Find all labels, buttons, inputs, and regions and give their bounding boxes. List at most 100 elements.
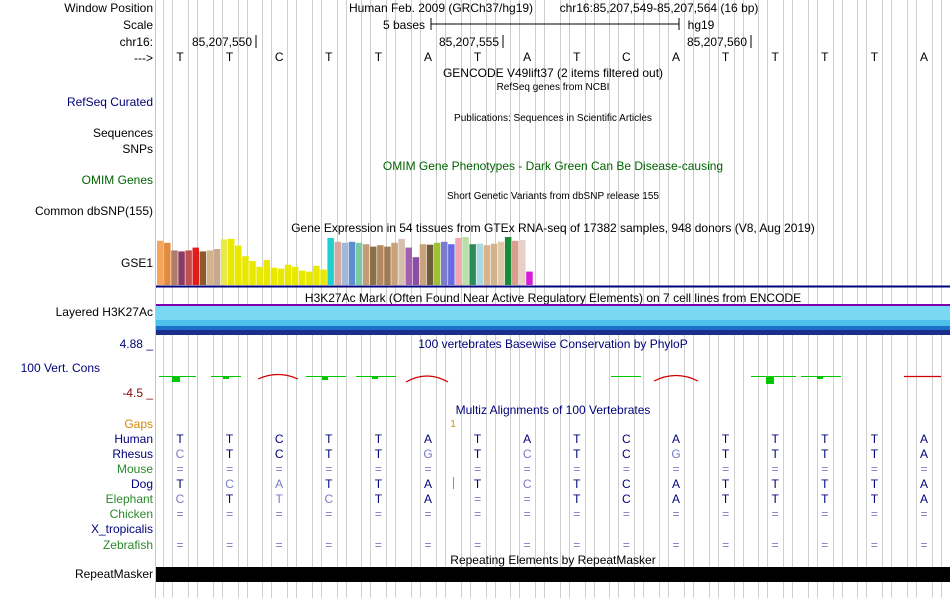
- gtex-tissue-bar[interactable]: [235, 245, 242, 285]
- omim-track-label[interactable]: OMIM Genes: [81, 173, 153, 187]
- gtex-tissue-bar[interactable]: [313, 265, 320, 285]
- gtex-tissue-bar[interactable]: [426, 244, 434, 285]
- mouse-base: =: [870, 462, 878, 476]
- gtex-tissue-bar[interactable]: [370, 246, 377, 285]
- grid-line: [411, 0, 412, 598]
- gtex-tissue-bar[interactable]: [256, 266, 263, 285]
- gtex-tissue-bar[interactable]: [433, 242, 441, 285]
- gtex-tissue-bar[interactable]: [526, 271, 533, 285]
- gtex-tissue-bar[interactable]: [206, 250, 214, 285]
- gtex-tissue-bar[interactable]: [220, 239, 228, 285]
- zebrafish-base: =: [325, 538, 333, 552]
- refseq-track-title[interactable]: RefSeq genes from NCBI: [496, 82, 610, 93]
- gtex-tissue-bar[interactable]: [164, 242, 171, 285]
- scale-text: 5 bases: [382, 18, 426, 32]
- gtex-tissue-bar[interactable]: [469, 244, 476, 285]
- gtex-tissue-bar[interactable]: [384, 246, 391, 285]
- gtex-tissue-bar[interactable]: [178, 251, 185, 285]
- gtex-tissue-bar[interactable]: [504, 237, 512, 285]
- zebrafish-base: =: [821, 538, 829, 552]
- gtex-tissue-bar[interactable]: [455, 238, 462, 285]
- reference-base: T: [721, 50, 730, 64]
- rhesus-base: C: [175, 447, 185, 461]
- gtex-tissue-bar[interactable]: [171, 250, 178, 285]
- h3k27ac-track-label[interactable]: Layered H3K27Ac: [55, 305, 153, 319]
- gencode-track-title[interactable]: GENCODE V49lift37 (2 items filtered out): [442, 66, 664, 80]
- species-zebrafish-label: Zebrafish: [102, 538, 153, 552]
- gtex-tissue-bar[interactable]: [199, 251, 207, 285]
- gtex-tissue-bar[interactable]: [242, 256, 249, 285]
- zebrafish-base: =: [424, 538, 432, 552]
- gtex-tissue-bar[interactable]: [213, 249, 221, 285]
- dbsnp-track-label[interactable]: Common dbSNP(155): [34, 204, 153, 218]
- gtex-tissue-bar[interactable]: [355, 242, 363, 285]
- gtex-track-title[interactable]: Gene Expression in 54 tissues from GTEx …: [291, 221, 815, 235]
- grid-line: [163, 0, 164, 598]
- gtex-tissue-bar[interactable]: [334, 241, 342, 285]
- repeatmasker-track-title[interactable]: Repeating Elements by RepeatMasker: [450, 553, 656, 567]
- h3k27ac-signal-bands[interactable]: [156, 304, 950, 335]
- gtex-tissue-bar[interactable]: [398, 238, 405, 285]
- gtex-tissue-bar[interactable]: [249, 261, 256, 285]
- grid-line: [221, 0, 223, 598]
- gtex-tissue-bar[interactable]: [448, 244, 455, 285]
- rhesus-base: T: [573, 447, 581, 461]
- gtex-tissue-bar[interactable]: [306, 271, 313, 285]
- gtex-tissue-bar[interactable]: [299, 270, 306, 285]
- repeatmasker-element-bar[interactable]: [156, 567, 950, 582]
- gtex-tissue-bar[interactable]: [348, 241, 356, 285]
- dog-base: A: [671, 477, 681, 491]
- gtex-tissue-bar[interactable]: [284, 264, 292, 285]
- gtex-tissue-bar[interactable]: [519, 239, 526, 285]
- sequences-track-label[interactable]: Sequences: [92, 126, 153, 140]
- gtex-tissue-bar[interactable]: [512, 240, 519, 285]
- conservation-track-label[interactable]: 100 Vert. Cons: [20, 361, 100, 375]
- phylop-conservation-plot[interactable]: [156, 352, 950, 392]
- omim-track-title[interactable]: OMIM Gene Phenotypes - Dark Green Can Be…: [382, 159, 724, 173]
- gtex-tissue-bar[interactable]: [263, 260, 271, 285]
- gtex-tissue-bar[interactable]: [157, 240, 164, 285]
- gtex-tissue-bar[interactable]: [462, 237, 469, 285]
- gtex-tissue-bar[interactable]: [490, 243, 498, 285]
- gtex-expression-chart[interactable]: [156, 236, 950, 288]
- dog-base: C: [622, 477, 631, 491]
- gtex-tissue-bar[interactable]: [419, 244, 427, 285]
- window-position-label: Window Position: [64, 1, 153, 15]
- refseq-track-label[interactable]: RefSeq Curated: [66, 95, 153, 109]
- phylop-track-title[interactable]: 100 vertebrates Basewise Conservation by…: [418, 337, 688, 351]
- gtex-tissue-bar[interactable]: [377, 245, 384, 285]
- dog-base: T: [721, 477, 730, 491]
- gtex-tissue-bar[interactable]: [192, 247, 200, 285]
- gtex-tissue-bar[interactable]: [291, 266, 299, 285]
- gtex-tissue-bar[interactable]: [341, 242, 349, 285]
- gtex-tissue-bar[interactable]: [412, 257, 420, 285]
- gtex-tissue-bar[interactable]: [277, 268, 285, 285]
- gtex-tissue-bar[interactable]: [391, 242, 398, 285]
- multiz-track-title[interactable]: Multiz Alignments of 100 Vertebrates: [455, 403, 651, 417]
- gtex-tissue-bar[interactable]: [441, 241, 448, 285]
- rhesus-base: C: [622, 447, 631, 461]
- grid-line: [907, 0, 908, 598]
- zebrafish-base: =: [176, 538, 184, 552]
- gtex-tissue-bar[interactable]: [228, 238, 235, 285]
- gtex-tissue-bar[interactable]: [320, 269, 327, 285]
- gtex-tissue-bar[interactable]: [405, 247, 413, 285]
- snps-track-label[interactable]: SNPs: [122, 142, 153, 156]
- repeatmasker-track-label[interactable]: RepeatMasker: [74, 567, 153, 581]
- gtex-tissue-bar[interactable]: [362, 244, 370, 285]
- grid-line: [336, 0, 338, 598]
- grid-line: [535, 0, 537, 598]
- gtex-tissue-bar[interactable]: [270, 267, 278, 285]
- gtex-tissue-bar[interactable]: [483, 245, 491, 285]
- h3k27ac-track-title[interactable]: H3K27Ac Mark (Often Found Near Active Re…: [304, 291, 802, 305]
- gse1-track-label[interactable]: GSE1: [120, 256, 153, 270]
- gtex-tissue-bar[interactable]: [185, 250, 192, 285]
- gtex-tissue-bar[interactable]: [497, 241, 505, 285]
- grid-line: [345, 0, 347, 598]
- publications-track-title[interactable]: Publications: Sequences in Scientific Ar…: [454, 113, 652, 124]
- grid-line: [568, 0, 570, 598]
- gtex-tissue-bar[interactable]: [476, 243, 484, 285]
- gtex-tissue-bar[interactable]: [327, 238, 334, 285]
- dbsnp-track-title[interactable]: Short Genetic Variants from dbSNP releas…: [447, 191, 659, 202]
- browser-track-area[interactable]: Human Feb. 2009 (GRCh37/hg19) chr16:85,2…: [155, 0, 950, 598]
